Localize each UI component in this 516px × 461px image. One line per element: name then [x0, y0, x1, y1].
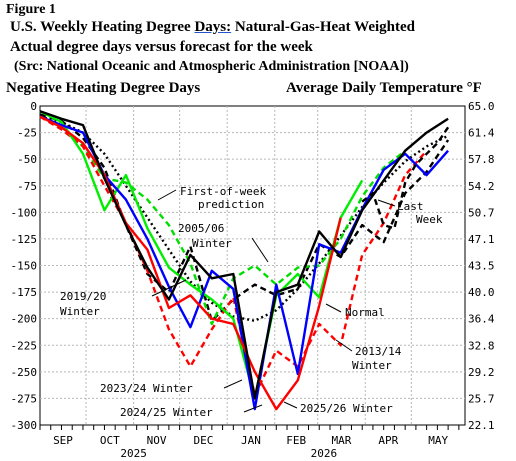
y2-tick-label: 50.7	[468, 206, 495, 219]
y-tick-label: 0	[30, 100, 37, 113]
x-tick-label: FEB	[286, 434, 306, 447]
x-tick-label: DEC	[193, 434, 213, 447]
y2-tick-label: 57.8	[468, 153, 495, 166]
title-suffix: Natural-Gas-Heat Weighted	[231, 19, 415, 35]
y2-tick-label: 43.5	[468, 260, 495, 273]
y2-tick-label: 36.4	[468, 313, 495, 326]
x-year-label: 2025	[120, 447, 147, 460]
y2-tick-label: 54.2	[468, 180, 495, 193]
annotation-label: Last	[397, 200, 424, 213]
x-tick-label: NOV	[147, 434, 167, 447]
annotation-leader	[151, 279, 187, 297]
x-tick-label: SEP	[53, 434, 73, 447]
y-tick-label: -300	[11, 419, 38, 432]
figure-label: Figure 1	[6, 2, 56, 17]
series-line	[39, 115, 449, 322]
right-axis-title-text: Average Daily Temperature	[286, 80, 463, 96]
series-line	[39, 110, 364, 400]
series-line	[39, 115, 342, 411]
annotation-leader	[325, 303, 342, 313]
annotation-label: Week	[416, 213, 443, 226]
annotation-label: Winter	[192, 237, 232, 250]
x-tick-label: APR	[378, 434, 398, 447]
y-tick-label: -200	[11, 313, 38, 326]
annotation-label: 2019/20	[60, 290, 106, 303]
annotation-leader	[157, 189, 177, 201]
annotation-label: 2023/24 Winter	[100, 382, 193, 395]
x-tick-label: JAN	[241, 434, 261, 447]
annotation-leader	[377, 199, 396, 207]
annotation-label: 2025/26 Winter	[300, 402, 393, 415]
chart-title-line1: U.S. Weekly Heating Degree Days: Natural…	[10, 19, 415, 36]
series-line	[361, 126, 450, 230]
y2-tick-label: 25.7	[468, 392, 495, 405]
y-tick-label: -100	[11, 206, 38, 219]
annotation-label: Normal	[345, 306, 385, 319]
y2-tick-label: 65.0	[468, 100, 495, 113]
y2-tick-label: 47.1	[468, 233, 495, 246]
x-year-label: 2026	[311, 447, 338, 460]
chart-title-line3: (Src: National Oceanic and Atmospheric A…	[14, 59, 409, 74]
annotation-leader	[251, 237, 269, 263]
y2-tick-label: 61.4	[468, 127, 495, 140]
series-line	[39, 110, 449, 400]
annotation-label: Winter	[352, 359, 392, 372]
series-line	[39, 113, 450, 322]
y2-tick-label: 22.1	[468, 419, 495, 432]
y2-tick-label: 32.8	[468, 339, 495, 352]
annotation-leader	[283, 401, 298, 409]
y-tick-label: -175	[11, 286, 38, 299]
y-tick-label: -275	[11, 392, 38, 405]
annotation-leader	[223, 379, 243, 389]
x-tick-label: MAR	[332, 434, 352, 447]
title-days-link: Days:	[194, 19, 232, 35]
annotation-leader	[335, 339, 353, 352]
x-tick-label: OCT	[100, 434, 120, 447]
right-axis-unit: °F	[466, 80, 482, 96]
annotation-label: 2024/25 Winter	[120, 406, 213, 419]
y-tick-label: -225	[11, 339, 38, 352]
y-tick-label: -125	[11, 233, 38, 246]
y2-tick-label: 40.0	[468, 286, 495, 299]
title-prefix: U.S. Weekly Heating Degree	[10, 19, 195, 35]
annotation-leader	[243, 404, 263, 413]
annotation-label: 2005/06	[178, 222, 224, 235]
right-axis-title: Average Daily Temperature °F	[286, 80, 482, 97]
annotation-label: 2013/14	[355, 345, 402, 358]
y-tick-label: -250	[11, 366, 38, 379]
left-axis-title: Negative Heating Degree Days	[6, 80, 201, 96]
series-line	[39, 115, 406, 326]
y2-tick-label: 29.2	[468, 366, 495, 379]
x-tick-label: MAY	[428, 434, 448, 447]
chart-title-line2: Actual degree days versus forecast for t…	[10, 39, 313, 55]
y-tick-label: -50	[17, 153, 37, 166]
y-tick-label: -75	[17, 180, 37, 193]
annotation-label: Winter	[60, 305, 100, 318]
y-tick-label: -150	[11, 260, 38, 273]
y-tick-label: -25	[17, 127, 37, 140]
annotation-label: First-of-week	[180, 185, 266, 198]
annotation-label: prediction	[198, 198, 264, 211]
